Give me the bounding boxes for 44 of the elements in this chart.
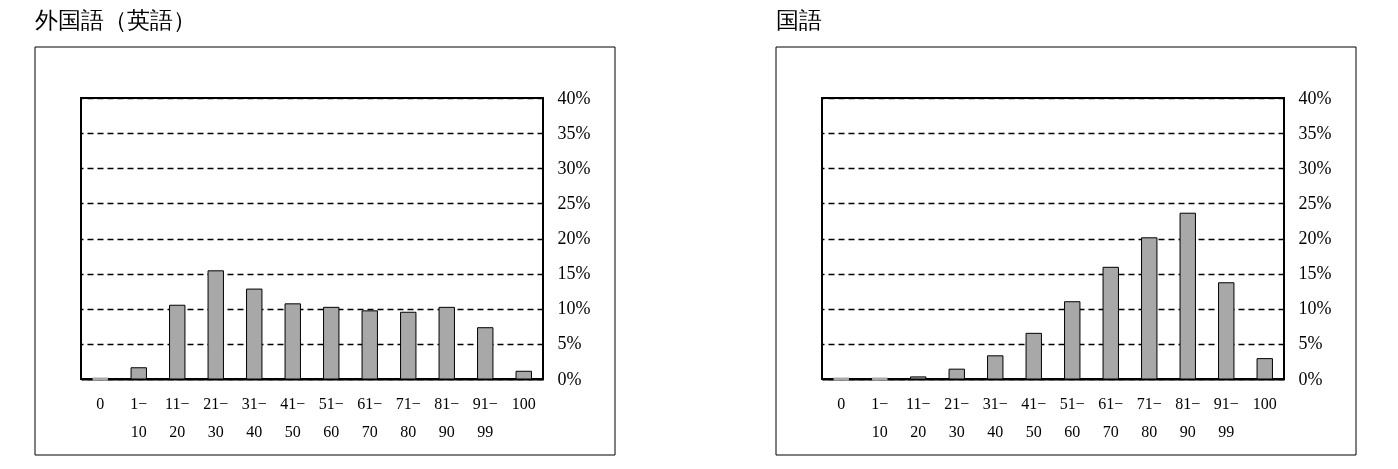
y-tick-label: 0% (557, 368, 582, 389)
y-tick-label: 0% (1298, 368, 1323, 389)
y-tick-label: 20% (1298, 228, 1332, 248)
x-tick-label: 61−70 (357, 394, 383, 440)
y-tick-label: 30% (1298, 157, 1332, 178)
x-tick-label: 0 (96, 394, 105, 412)
x-tick-label: 91−99 (1213, 394, 1239, 440)
x-tick-label: 31−40 (982, 394, 1008, 440)
y-tick-label: 25% (557, 192, 591, 213)
x-tick-label: 1−10 (871, 394, 889, 440)
y-tick-label: 5% (1298, 333, 1323, 354)
y-tick-label: 30% (557, 157, 591, 178)
x-tick-label: 1−10 (130, 394, 148, 440)
y-tick-label: 35% (1298, 122, 1332, 143)
x-tick-label: 31−40 (241, 394, 267, 440)
y-tick-label: 20% (557, 228, 591, 248)
x-tick-label: 11−20 (906, 394, 931, 440)
x-tick-label: 11−20 (165, 394, 190, 440)
x-tick-label: 61−70 (1098, 394, 1124, 440)
x-tick-label: 71−80 (1136, 394, 1162, 440)
y-tick-label: 10% (557, 298, 591, 319)
y-tick-label: 35% (557, 122, 591, 143)
y-tick-label: 15% (1298, 263, 1332, 284)
y-tick-label: 40% (557, 87, 591, 108)
x-tick-label: 91−99 (472, 394, 498, 440)
x-tick-label: 100 (1252, 394, 1277, 412)
x-tick-label: 81−90 (434, 394, 460, 440)
x-tick-label: 51−60 (1059, 394, 1085, 440)
y-tick-label: 40% (1298, 87, 1332, 108)
x-tick-label: 81−90 (1175, 394, 1201, 440)
x-tick-label: 0 (837, 394, 846, 412)
x-tick-label: 51−60 (318, 394, 344, 440)
chart-title: 国語 (775, 7, 822, 33)
x-tick-label: 100 (511, 394, 536, 412)
y-tick-label: 25% (1298, 192, 1332, 213)
y-tick-label: 15% (557, 263, 591, 284)
x-tick-label: 41−50 (280, 394, 306, 440)
chart-title: 外国語（英語） (34, 7, 196, 33)
y-tick-label: 5% (557, 333, 582, 354)
x-tick-label: 21−30 (203, 394, 229, 440)
x-tick-label: 71−80 (395, 394, 421, 440)
y-tick-label: 10% (1298, 298, 1332, 319)
x-tick-label: 21−30 (944, 394, 970, 440)
x-tick-label: 41−50 (1021, 394, 1047, 440)
